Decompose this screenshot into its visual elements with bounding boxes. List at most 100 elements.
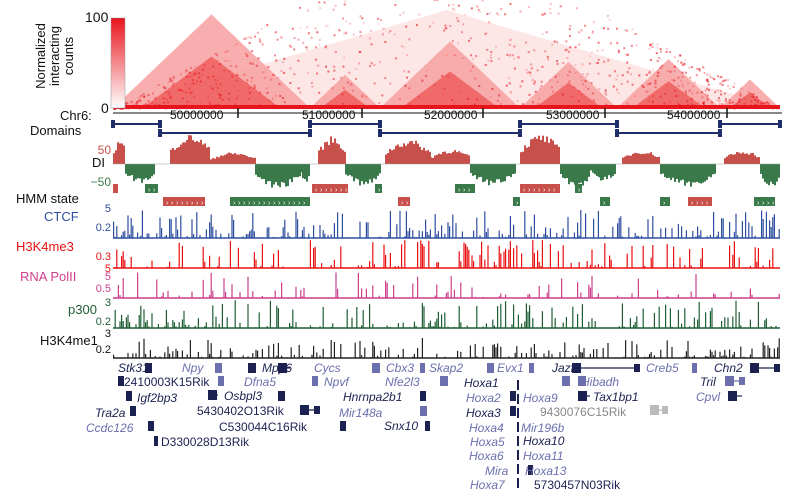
heatmap-pixel — [237, 89, 240, 92]
signal-bar — [340, 246, 342, 268]
signal-bar — [157, 324, 159, 328]
gene-exon — [420, 391, 426, 401]
heatmap-pixel — [151, 102, 153, 105]
di-bar — [532, 138, 534, 164]
heatmap-pixel — [436, 0, 439, 1]
heatmap-pixel — [681, 71, 684, 74]
signal-bar — [538, 285, 540, 298]
signal-bar — [540, 266, 542, 268]
gene-label: Hoxa3 — [466, 406, 501, 420]
di-bar — [172, 148, 174, 164]
di-bar — [347, 164, 349, 176]
heatmap-pixel — [687, 103, 690, 106]
signal-bar — [209, 255, 211, 268]
heatmap-pixel — [614, 70, 617, 73]
heatmap-pixel — [343, 56, 346, 59]
signal-bar — [482, 296, 484, 298]
heatmap-pixel — [381, 33, 384, 36]
heatmap-pixel — [677, 76, 680, 79]
track-label-p300: p300 — [68, 302, 97, 317]
heatmap-pixel — [767, 103, 770, 106]
heatmap-pixel — [663, 92, 666, 95]
heatmap-pixel — [702, 66, 705, 69]
di-bar — [246, 156, 248, 164]
di-bar — [696, 164, 698, 182]
heatmap-pixel — [489, 54, 492, 57]
signal-bar — [653, 312, 655, 328]
heatmap-pixel — [655, 52, 658, 55]
signal-bar — [681, 226, 683, 238]
heatmap-pixel — [453, 9, 456, 12]
di-bar — [212, 158, 214, 164]
di-bar — [752, 153, 754, 164]
di-bar — [186, 140, 188, 164]
heatmap-pixel — [754, 103, 757, 106]
hox-exon — [517, 436, 519, 446]
signal-bar — [273, 343, 275, 358]
gene-exon — [662, 406, 668, 414]
heatmap-pixel — [476, 5, 479, 8]
domain-boundary — [308, 120, 312, 128]
heatmap-pixel — [533, 49, 536, 52]
signal-bar — [644, 356, 646, 358]
signal-bar — [389, 326, 391, 328]
signal-bar — [205, 229, 207, 238]
heatmap-pixel — [138, 97, 141, 100]
signal-bar — [581, 352, 583, 358]
di-bar — [612, 164, 614, 177]
axis-tick-label: 53000000 — [546, 108, 600, 122]
heatmap-pixel — [647, 83, 650, 86]
heatmap-pixel — [766, 101, 768, 104]
heatmap-pixel — [714, 91, 717, 94]
signal-bar — [367, 266, 369, 268]
di-bar — [552, 140, 554, 164]
di-bar — [464, 153, 466, 164]
heatmap-pixel — [528, 93, 531, 96]
di-bar — [250, 157, 252, 164]
heatmap-pixel — [457, 20, 460, 23]
heatmap-pixel — [690, 98, 693, 101]
di-bar — [604, 164, 606, 177]
signal-bar — [397, 354, 399, 358]
di-bar — [446, 153, 448, 164]
heatmap-pixel — [559, 5, 562, 8]
signal-bar — [634, 232, 636, 238]
signal-bar — [757, 248, 759, 268]
di-bar — [498, 164, 500, 180]
signal-bar — [628, 227, 630, 238]
signal-bar — [309, 240, 311, 268]
heatmap-pixel — [532, 82, 535, 85]
signal-bar — [551, 307, 553, 328]
signal-bar — [167, 322, 169, 328]
signal-bar — [588, 321, 590, 328]
heatmap-pixel — [530, 63, 533, 66]
signal-bar — [333, 223, 335, 238]
signal-bar — [428, 234, 430, 238]
hmm-segment — [398, 197, 410, 206]
signal-bar — [666, 244, 668, 268]
signal-bar — [498, 296, 500, 298]
heatmap-pixel — [249, 91, 251, 94]
signal-bar — [513, 248, 515, 268]
heatmap-pixel — [258, 38, 261, 40]
gene-label: Stk31 — [118, 361, 149, 375]
heatmap-pixel — [591, 32, 594, 35]
heatmap-pixel — [733, 82, 736, 85]
signal-bar — [684, 356, 686, 358]
heatmap-pixel — [601, 49, 604, 52]
heatmap-pixel — [212, 88, 215, 91]
signal-bar — [689, 356, 691, 358]
heatmap-pixel — [271, 97, 274, 100]
heatmap-pixel — [169, 96, 172, 99]
hox-exon — [517, 422, 519, 432]
di-bar — [540, 140, 542, 164]
polII-min: 0.5 — [95, 283, 111, 295]
signal-bar — [772, 217, 774, 238]
hmm-arrow: › — [288, 200, 291, 207]
signal-bar — [207, 339, 209, 358]
signal-bar — [458, 251, 460, 268]
signal-bar — [175, 217, 177, 238]
heatmap-pixel — [311, 85, 314, 88]
heatmap-pixel — [764, 102, 767, 104]
heatmap-pixel — [589, 55, 592, 58]
